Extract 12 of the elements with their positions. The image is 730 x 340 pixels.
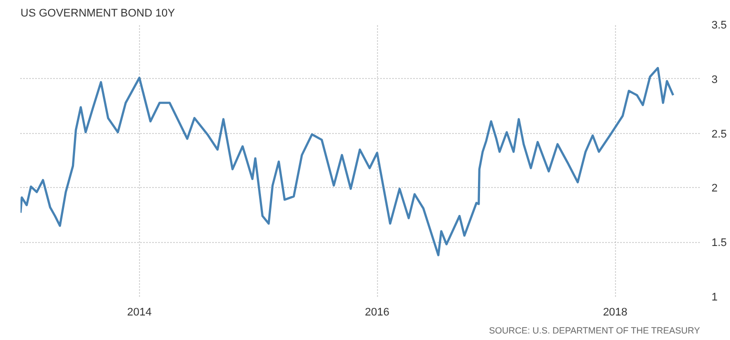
y-tick-label: 3	[712, 74, 718, 86]
y-tick-label: 3.5	[712, 20, 727, 32]
x-tick-label: 2016	[364, 306, 390, 318]
x-tick-label: 2014	[127, 306, 152, 318]
y-tick-label: 2	[712, 182, 718, 195]
line-series	[20, 66, 674, 256]
x-tick-label: 2018	[602, 306, 628, 318]
chart-title: US GOVERNMENT BOND 10Y	[20, 8, 176, 20]
y-tick-label: 1	[712, 292, 718, 304]
source-note: SOURCE: U.S. DEPARTMENT OF THE TREASURY	[488, 326, 700, 336]
y-tick-label: 2.5	[712, 128, 727, 140]
y-tick-label: 1.5	[712, 237, 727, 250]
